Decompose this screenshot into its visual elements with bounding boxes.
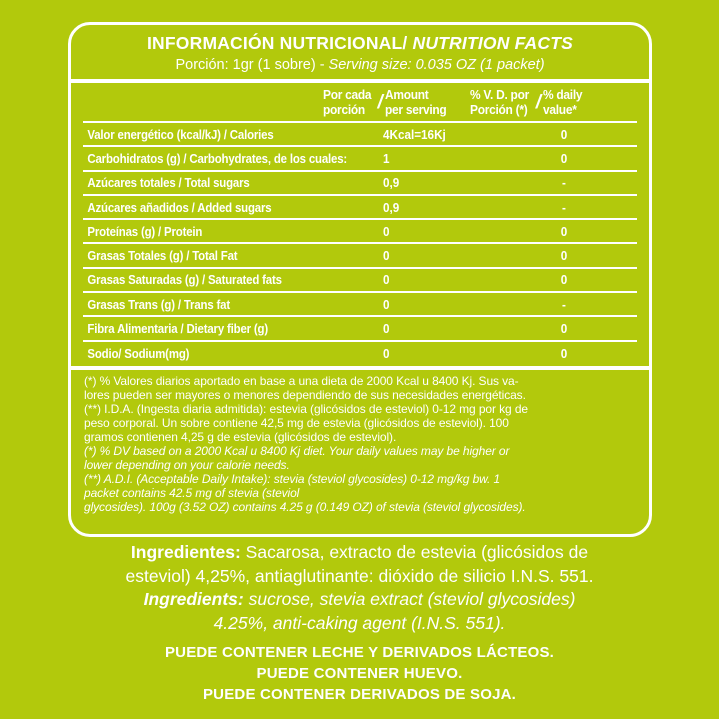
nutrient-row-total-sugars: Azúcares totales / Total sugars 0,9 -: [83, 172, 637, 196]
panel-title-spanish: INFORMACIÓN NUTRICIONAL/: [147, 33, 408, 53]
nutrition-facts-panel: INFORMACIÓN NUTRICIONAL/NUTRITION FACTS …: [68, 22, 652, 537]
amount-per-serving: 0: [383, 248, 390, 264]
daily-value: -: [562, 296, 566, 312]
allergen-soy: PUEDE CONTENER DERIVADOS DE SOJA.: [202, 686, 517, 703]
amount-per-serving: 0: [383, 296, 390, 312]
serving-size-line: Porción: 1gr (1 sobre) - Serving size: 0.…: [79, 57, 641, 73]
amount-per-serving: 1: [383, 150, 390, 166]
bottom-text-block: Ingredientes: Sacarosa, extracto de este…: [0, 541, 719, 705]
footnotes: (*) % Valores diarios aportado en base a…: [71, 370, 649, 514]
daily-value: -: [562, 175, 566, 191]
nutrient-row-total-fat: Grasas Totales (g) / Total Fat 0 0: [83, 244, 637, 269]
nutrient-name: Azúcares añadidos / Added sugars: [87, 199, 272, 215]
nutrient-name: Grasas Saturadas (g) / Saturated fats: [87, 272, 282, 288]
allergen-egg: PUEDE CONTENER HUEVO.: [256, 665, 463, 682]
column-header-dv-english: % daily value*: [543, 87, 583, 117]
nutrient-row-dietary-fiber: Fibra Alimentaria / Dietary fiber (g) 0 …: [83, 317, 637, 342]
footnote-divider: [71, 365, 649, 370]
ingredients-spanish-label: Ingredientes:: [130, 542, 241, 562]
amount-per-serving: 0,9: [383, 175, 400, 191]
daily-value: -: [562, 199, 566, 215]
ingredients-english: Ingredients: sucrose, stevia extract (st…: [28, 588, 691, 635]
column-header-daily-value: % V. D. por Porción (*) / % daily value*: [469, 87, 586, 117]
nutrient-row-saturated-fat: Grasas Saturadas (g) / Saturated fats 0 …: [83, 269, 637, 294]
footnote-spanish: (*) % Valores diarios aportado en base a…: [84, 373, 528, 444]
nutrient-row-trans-fat: Grasas Trans (g) / Trans fat 0 -: [83, 293, 637, 318]
amount-per-serving: 0: [383, 321, 390, 337]
allergen-milk: PUEDE CONTENER LECHE Y DERIVADOS LÁCTEOS…: [164, 644, 555, 661]
daily-value: 0: [560, 150, 568, 166]
nutrient-name: Valor energético (kcal/kJ) / Calories: [87, 126, 274, 142]
serving-size-spanish: Porción: 1gr (1 sobre) -: [175, 57, 325, 73]
nutrient-row-added-sugars: Azúcares añadidos / Added sugars 0,9 -: [83, 196, 637, 221]
header-divider: [71, 79, 649, 83]
daily-value: 0: [560, 272, 568, 288]
slash-separator: /: [535, 91, 541, 113]
nutrient-name: Sodio/ Sodium(mg): [87, 346, 190, 362]
column-header-amount-english: Amount per serving: [384, 87, 447, 117]
nutrient-name: Carbohidratos (g) / Carbohydrates, de lo…: [87, 150, 348, 166]
nutrient-name: Grasas Trans (g) / Trans fat: [87, 296, 230, 312]
panel-header: INFORMACIÓN NUTRICIONAL/NUTRITION FACTS …: [71, 25, 649, 79]
nutrient-row-sodium: Sodio/ Sodium(mg) 0 0: [83, 342, 637, 366]
nutrient-name: Grasas Totales (g) / Total Fat: [87, 248, 238, 264]
serving-size-english: Serving size: 0.035 OZ (1 packet): [328, 57, 545, 73]
nutrient-name: Azúcares totales / Total sugars: [87, 175, 250, 191]
amount-per-serving: 0: [383, 272, 390, 288]
column-header-amount-spanish: Por cada porción: [323, 87, 372, 117]
footnote-english: (*) % DV based on a 2000 Kcal u 8400 Kj …: [84, 443, 526, 514]
nutrient-row-protein: Proteínas (g) / Protein 0 0: [83, 220, 637, 245]
panel-title: INFORMACIÓN NUTRICIONAL/NUTRITION FACTS: [79, 33, 641, 54]
column-header-amount: Por cada porción / Amount per serving: [323, 87, 452, 117]
ingredients-spanish-text: Sacarosa, extracto de estevia (glicósido…: [125, 542, 594, 586]
nutrient-name: Fibra Alimentaria / Dietary fiber (g): [87, 321, 269, 337]
nutrient-row-calories: Valor energético (kcal/kJ) / Calories 4K…: [83, 123, 637, 148]
column-header-row: Por cada porción / Amount per serving % …: [83, 83, 637, 123]
nutrient-name: Proteínas (g) / Protein: [87, 223, 203, 239]
amount-per-serving: 0: [383, 346, 390, 362]
amount-per-serving: 4Kcal=16Kj: [383, 126, 446, 142]
amount-per-serving: 0,9: [383, 199, 400, 215]
ingredients-english-label: Ingredients:: [143, 589, 244, 609]
daily-value: 0: [560, 248, 568, 264]
daily-value: 0: [560, 346, 568, 362]
amount-per-serving: 0: [383, 223, 390, 239]
daily-value: 0: [560, 126, 568, 142]
allergen-statements: PUEDE CONTENER LECHE Y DERIVADOS LÁCTEOS…: [0, 642, 719, 705]
nutrient-table: Por cada porción / Amount per serving % …: [83, 83, 637, 366]
nutrient-row-carbohydrates: Carbohidratos (g) / Carbohydrates, de lo…: [83, 147, 637, 172]
column-header-dv-spanish: % V. D. por Porción (*): [469, 87, 529, 117]
daily-value: 0: [560, 321, 568, 337]
panel-title-english: NUTRITION FACTS: [412, 33, 573, 53]
ingredients-english-text: sucrose, stevia extract (steviol glycosi…: [213, 589, 576, 633]
daily-value: 0: [560, 223, 568, 239]
slash-separator: /: [377, 91, 383, 113]
ingredients-spanish: Ingredientes: Sacarosa, extracto de este…: [28, 541, 691, 588]
